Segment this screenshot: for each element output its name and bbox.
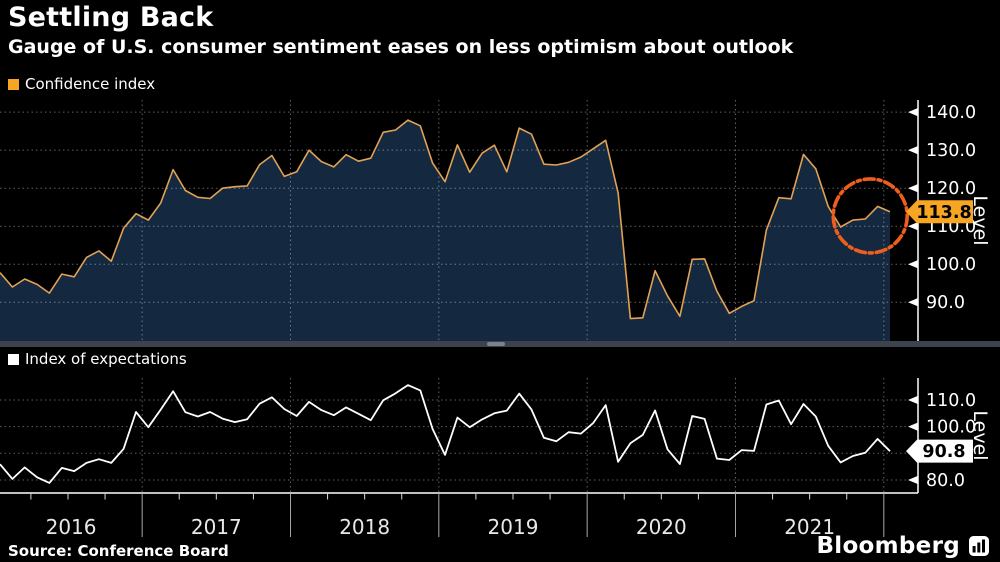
y-axis-tick xyxy=(908,395,918,405)
expectations-last-value-text: 90.8 xyxy=(922,442,965,462)
confidence-last-value-text: 113.8 xyxy=(916,203,971,223)
confidence-legend-label: Confidence index xyxy=(25,75,156,93)
legend-index-of-expectations: Index of expectations xyxy=(8,350,187,368)
expectations-line xyxy=(0,384,891,484)
source-credit: Source: Conference Board xyxy=(8,542,229,560)
y-axis-tick xyxy=(908,183,918,193)
y-axis-tick-label: 140.0 xyxy=(926,103,976,123)
y-axis-tick-label: 120.0 xyxy=(926,179,976,199)
y-axis-tick-label: 100.0 xyxy=(926,255,976,275)
confidence-legend-swatch xyxy=(8,78,19,90)
x-axis-year-label: 2018 xyxy=(339,515,390,539)
expectations-last-value-tag xyxy=(906,439,973,463)
x-axis-year-label: 2016 xyxy=(46,515,97,539)
chart-title: Settling Back xyxy=(8,2,214,33)
y-axis-title-level: Level xyxy=(969,410,991,460)
confidence-index-line xyxy=(0,119,891,320)
chart-scrollbar-thumb[interactable] xyxy=(487,342,505,346)
legend-confidence-index: Confidence index xyxy=(8,75,155,93)
bloomberg-logo: Bloomberg xyxy=(816,533,990,559)
y-axis-tick-label: 110.0 xyxy=(926,391,976,411)
x-axis-year-label: 2020 xyxy=(636,515,687,539)
expectations-legend-swatch xyxy=(8,353,19,365)
y-axis-tick xyxy=(908,422,918,431)
y-axis-tick-label: 90.0 xyxy=(926,293,965,313)
chart-scrollbar-track[interactable] xyxy=(0,341,1000,347)
expectations-legend-label: Index of expectations xyxy=(25,350,187,368)
y-axis-tick-label: 80.0 xyxy=(926,471,965,491)
bloomberg-wordmark: Bloomberg xyxy=(816,533,960,559)
y-axis-tick-label: 130.0 xyxy=(926,141,976,161)
recent-dip-annotation-circle xyxy=(831,177,910,255)
x-axis-year-label: 2017 xyxy=(191,515,242,539)
y-axis-tick xyxy=(908,475,918,485)
y-axis-tick xyxy=(908,107,918,117)
y-axis-title-level: Level xyxy=(969,195,991,245)
x-axis-year-label: 2021 xyxy=(784,515,835,539)
confidence-last-value-tag xyxy=(906,200,973,224)
y-axis-tick xyxy=(908,145,918,155)
y-axis-tick xyxy=(908,222,918,231)
confidence-area-fill xyxy=(0,120,890,341)
x-axis-year-label: 2019 xyxy=(488,515,539,539)
y-axis-tick xyxy=(908,298,918,307)
y-axis-tick-label: 100.0 xyxy=(926,418,976,438)
y-axis-tick xyxy=(908,260,918,269)
chart-subtitle: Gauge of U.S. consumer sentiment eases o… xyxy=(8,36,794,58)
bloomberg-terminal-icon xyxy=(969,536,989,556)
